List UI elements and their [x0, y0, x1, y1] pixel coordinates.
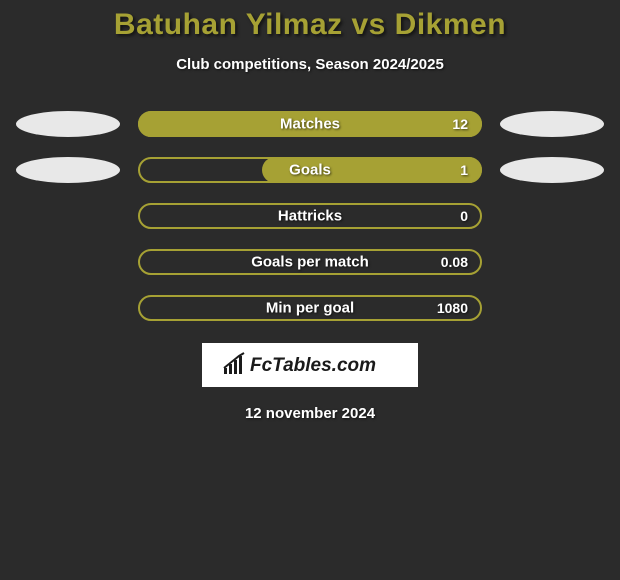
page-title: Batuhan Yilmaz vs Dikmen	[0, 8, 620, 42]
stat-label: Hattricks	[278, 208, 342, 225]
stat-label: Goals	[289, 162, 331, 179]
stat-label: Matches	[280, 116, 340, 133]
stat-bar: Matches 12	[138, 111, 482, 137]
stat-label: Min per goal	[266, 300, 354, 317]
stats-card: Batuhan Yilmaz vs Dikmen Club competitio…	[0, 0, 620, 422]
player-right-marker	[500, 111, 604, 137]
subtitle: Club competitions, Season 2024/2025	[0, 56, 620, 73]
stat-label: Goals per match	[251, 254, 369, 271]
stat-row: Goals 1	[0, 157, 620, 183]
player-left-marker	[16, 157, 120, 183]
stat-value-right: 1	[460, 162, 468, 178]
stat-row: Matches 12	[0, 111, 620, 137]
stat-value-right: 0.08	[441, 254, 468, 270]
stat-value-right: 12	[452, 116, 468, 132]
stat-value-right: 1080	[437, 300, 468, 316]
stat-row: Goals per match 0.08	[0, 249, 620, 275]
stat-bar: Goals per match 0.08	[138, 249, 482, 275]
stats-rows: Matches 12 Goals 1 Hattricks 0 Goals per match…	[0, 111, 620, 321]
stat-bar: Goals 1	[138, 157, 482, 183]
logo-text: FcTables.com	[250, 355, 376, 376]
stat-row: Min per goal 1080	[0, 295, 620, 321]
stat-bar: Min per goal 1080	[138, 295, 482, 321]
stat-value-right: 0	[460, 208, 468, 224]
date-text: 12 november 2024	[0, 405, 620, 422]
player-right-marker	[500, 157, 604, 183]
fctables-logo: FcTables.com	[220, 350, 400, 380]
stat-bar: Hattricks 0	[138, 203, 482, 229]
player-left-marker	[16, 111, 120, 137]
logo-box: FcTables.com	[202, 343, 418, 387]
stat-row: Hattricks 0	[0, 203, 620, 229]
